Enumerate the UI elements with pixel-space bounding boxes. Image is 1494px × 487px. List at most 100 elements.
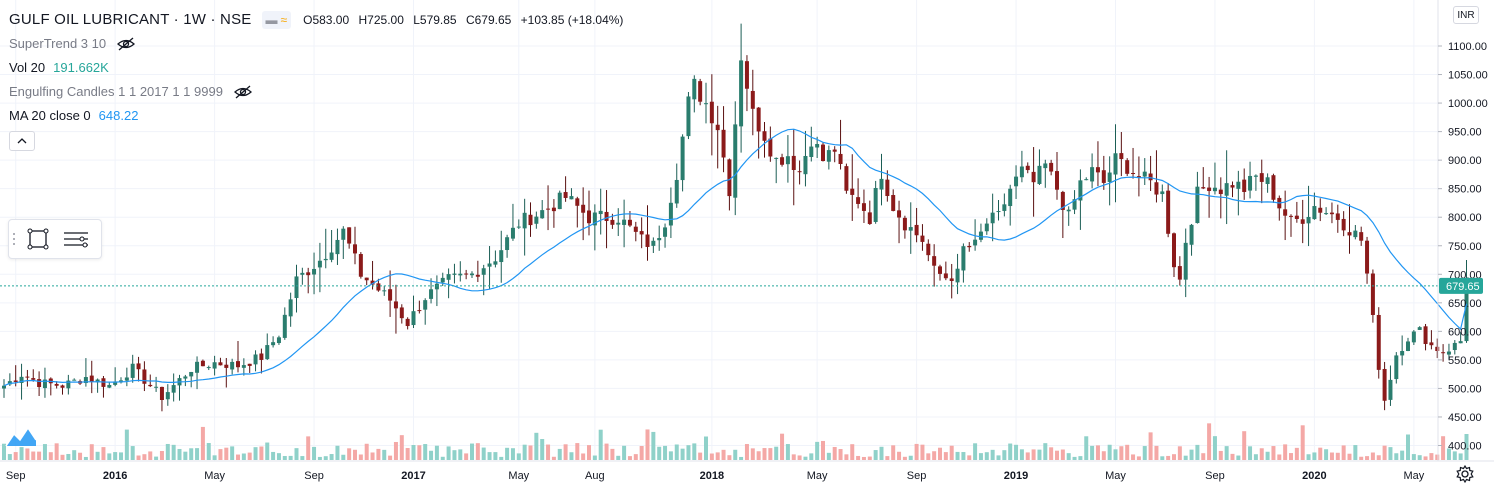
compare-toggle[interactable]: ▬ ≈	[261, 11, 292, 29]
price-axis: 400.00450.00500.00550.00600.00650.00700.…	[0, 0, 1494, 462]
eye-crossed-icon[interactable]	[116, 37, 136, 51]
candle-down	[1242, 179, 1247, 192]
volume-bar-up	[481, 447, 486, 460]
volume-bar-up	[1388, 447, 1393, 460]
volume-bar-down	[48, 452, 53, 460]
volume-bar-down	[861, 456, 866, 460]
volume-bar-up	[1212, 436, 1217, 460]
candle-down	[1441, 352, 1446, 354]
candle-up	[510, 227, 515, 239]
time-tick-label: 2020	[1302, 470, 1326, 482]
volume-bar-down	[1131, 454, 1136, 460]
candle-down	[218, 362, 223, 366]
candle-down	[1329, 212, 1334, 215]
volume-bar-up	[429, 450, 434, 460]
time-tick-label: May	[204, 470, 225, 482]
symbol-title[interactable]: GULF OIL LUBRICANT · 1W · NSE	[9, 11, 252, 28]
eye-crossed-icon[interactable]	[233, 85, 253, 99]
indicator-engulfing[interactable]: Engulfing Candles 1 1 2017 1 1 9999	[9, 80, 629, 104]
collapse-legend-button[interactable]	[9, 131, 35, 151]
volume-bar-down	[867, 456, 872, 460]
price-tick-label: 400.00	[1448, 441, 1482, 453]
volume-bar-up	[1458, 453, 1463, 460]
volume-bar-up	[1019, 449, 1024, 460]
candle-down	[639, 231, 644, 235]
candle-down	[762, 131, 767, 141]
tradingview-logo-icon[interactable]	[4, 424, 38, 448]
volume-bar-down	[780, 433, 785, 460]
candle-down	[1148, 173, 1153, 181]
candle-down	[727, 159, 732, 197]
time-tick-label: Aug	[585, 470, 605, 482]
candle-down	[1283, 209, 1288, 216]
volume-bar-up	[1189, 449, 1194, 460]
candle-up	[1212, 187, 1217, 192]
candle-up	[183, 376, 188, 379]
volume-bar-up	[961, 452, 966, 460]
candle-up	[458, 273, 463, 276]
gear-icon[interactable]	[1455, 464, 1475, 484]
candle-up	[1072, 199, 1077, 210]
rectangle-tool-button[interactable]	[19, 220, 57, 258]
indicator-name: MA 20 close 0	[9, 108, 91, 123]
chart-legend: GULF OIL LUBRICANT · 1W · NSE ▬ ≈ O583.0…	[9, 8, 629, 151]
volume-bar-down	[1435, 454, 1440, 460]
price-tick-label: 1000.00	[1448, 98, 1488, 110]
candle-up	[1084, 179, 1089, 181]
indicator-ma[interactable]: MA 20 close 0 648.22	[9, 104, 629, 128]
candle-down	[417, 310, 422, 312]
price-tick-label: 650.00	[1448, 298, 1482, 310]
candle-up	[130, 363, 135, 378]
volume-bar-up	[1417, 455, 1422, 460]
settings-lines-tool-button[interactable]	[57, 220, 95, 258]
price-tick-label: 1050.00	[1448, 70, 1488, 82]
volume-bar-up	[1037, 449, 1042, 460]
volume-bar-up	[341, 454, 346, 460]
candle-up	[1078, 180, 1083, 201]
candle-up	[241, 365, 246, 368]
candle-down	[1172, 233, 1176, 268]
candle-down	[1049, 162, 1054, 172]
volume-bar-down	[31, 451, 36, 460]
volume-bar-down	[762, 448, 767, 460]
volume-bar-up	[195, 448, 200, 460]
candle-down	[949, 278, 954, 282]
volume-bar-down	[142, 454, 147, 460]
volume-bar-up	[879, 446, 884, 460]
volume-bar-up	[312, 446, 317, 460]
candle-up	[493, 261, 498, 265]
volume-bar-down	[856, 455, 861, 460]
candle-down	[867, 212, 872, 224]
volume-bar-down	[388, 455, 393, 460]
volume-bar-up	[446, 446, 451, 460]
drag-handle[interactable]	[9, 220, 19, 258]
volume-bar-down	[159, 450, 164, 460]
volume-bar-up	[1236, 455, 1241, 460]
volume-bar-down	[1365, 456, 1370, 460]
volume-bar-up	[271, 451, 276, 460]
candle-up	[312, 268, 317, 275]
volume-bar-down	[364, 443, 369, 460]
price-tick-label: 500.00	[1448, 383, 1482, 395]
candle-down	[575, 198, 580, 206]
volume-bar-up	[300, 456, 305, 460]
volume-bar-up	[534, 432, 539, 460]
volume-bar-down	[1049, 447, 1054, 460]
currency-badge[interactable]: INR	[1453, 6, 1479, 24]
candle-up	[809, 146, 814, 157]
candle-up	[1037, 165, 1042, 184]
indicator-volume[interactable]: Vol 20 191.662K	[9, 56, 629, 80]
candle-down	[1382, 368, 1387, 401]
indicator-supertrend[interactable]: SuperTrend 3 10	[9, 32, 629, 56]
candle-up	[674, 179, 679, 204]
indicator-value: 191.662K	[53, 60, 109, 75]
candle-down	[902, 217, 907, 231]
candle-down	[914, 224, 919, 236]
chevron-up-icon	[17, 138, 27, 144]
candle-up	[1411, 331, 1416, 343]
candle-up	[1265, 177, 1270, 185]
candle-up	[984, 223, 989, 232]
candle-up	[335, 239, 340, 255]
volume-bar-down	[358, 454, 363, 460]
